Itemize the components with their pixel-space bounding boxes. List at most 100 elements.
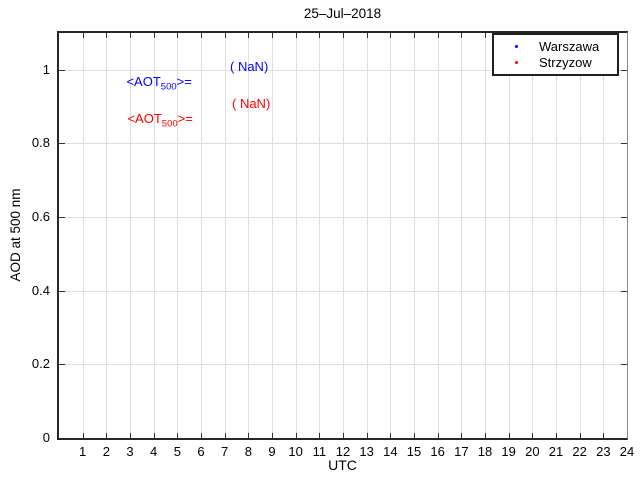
x-tick-mark [319, 433, 320, 438]
x-tick-label: 11 [312, 444, 327, 459]
v-gridline [531, 33, 533, 438]
x-tick-mark [154, 433, 155, 438]
y-tick-mark [59, 143, 65, 144]
annotation-value: ( NaN) [230, 59, 269, 74]
x-tick-label: 22 [572, 444, 587, 459]
x-tick-mark [177, 433, 178, 438]
x-tick-mark [509, 433, 510, 438]
v-gridline [508, 33, 510, 438]
legend-label-strzyzow: Strzyzow [539, 55, 592, 70]
x-tick-mark [319, 33, 320, 38]
v-gridline [318, 33, 320, 438]
x-tick-mark [201, 33, 202, 38]
y-tick-mark [59, 70, 65, 71]
y-tick-label: 0.6 [31, 209, 50, 225]
x-tick-mark [154, 33, 155, 38]
x-tick-label: 20 [525, 444, 540, 459]
v-gridline [82, 33, 84, 438]
mean-aot-annotation-warszawa: <AOT500>= ( NaN) [112, 59, 268, 119]
x-tick-mark [390, 433, 391, 438]
v-gridline [460, 33, 462, 438]
y-tick-label: 0 [42, 430, 50, 445]
y-tick-label: 0.4 [31, 282, 50, 298]
x-tick-mark [296, 433, 297, 438]
y-tick-mark [621, 291, 627, 292]
v-gridline [247, 33, 249, 438]
h-gridline [59, 290, 627, 292]
y-tick-mark [621, 70, 627, 71]
x-tick-label: 21 [548, 444, 564, 459]
v-gridline [389, 33, 391, 438]
v-gridline [555, 33, 557, 438]
x-axis-label: UTC [328, 457, 357, 473]
x-tick-label: 8 [244, 444, 252, 459]
x-tick-label: 24 [619, 444, 635, 459]
x-tick-mark [390, 33, 391, 38]
v-gridline [602, 33, 604, 438]
x-tick-mark [130, 433, 131, 438]
x-tick-mark [225, 33, 226, 38]
x-tick-label: 23 [596, 444, 611, 459]
x-tick-label: 7 [221, 444, 229, 459]
y-tick-mark [59, 364, 65, 365]
x-tick-mark [83, 33, 84, 38]
h-gridline [59, 363, 627, 365]
v-gridline [342, 33, 344, 438]
chart-title: 25–Jul–2018 [303, 6, 382, 21]
y-tick-mark [621, 217, 627, 218]
v-gridline [271, 33, 273, 438]
x-tick-mark [201, 433, 202, 438]
x-tick-mark [485, 33, 486, 38]
x-tick-mark [272, 33, 273, 38]
y-tick-label: 0.2 [31, 356, 50, 372]
x-tick-mark [556, 433, 557, 438]
x-tick-mark [438, 33, 439, 38]
x-tick-mark [367, 433, 368, 438]
v-gridline [200, 33, 202, 438]
mean-aot-annotation-strzyzow: <AOT500>= ( NaN) [113, 96, 270, 156]
v-gridline [105, 33, 107, 438]
x-tick-mark [367, 33, 368, 38]
y-tick-label: 1 [42, 61, 50, 77]
x-tick-mark [248, 433, 249, 438]
x-tick-label: 3 [126, 444, 134, 459]
h-gridline [59, 216, 627, 218]
v-gridline [295, 33, 297, 438]
x-tick-label: 13 [359, 444, 374, 459]
x-tick-mark [225, 433, 226, 438]
x-tick-mark [296, 33, 297, 38]
v-gridline [437, 33, 439, 438]
x-tick-label: 14 [383, 444, 398, 459]
legend-box: Warszawa Strzyzow [492, 33, 619, 76]
v-gridline [224, 33, 226, 438]
y-axis-label: AOD at 500 nm [8, 188, 23, 282]
x-tick-label: 15 [406, 444, 422, 459]
x-tick-mark [83, 433, 84, 438]
x-tick-label: 16 [430, 444, 445, 459]
legend-marker-warszawa [515, 45, 518, 48]
x-tick-mark [130, 33, 131, 38]
h-gridline [59, 142, 627, 144]
x-tick-mark [177, 33, 178, 38]
v-gridline [484, 33, 486, 438]
x-tick-label: 1 [79, 444, 87, 459]
y-tick-mark [59, 217, 65, 218]
x-tick-label: 9 [268, 444, 276, 459]
y-tick-mark [59, 291, 65, 292]
x-tick-mark [603, 433, 604, 438]
x-tick-label: 17 [454, 444, 469, 459]
legend-label-warszawa: Warszawa [539, 39, 600, 54]
x-tick-label: 12 [335, 444, 351, 459]
v-gridline [579, 33, 581, 438]
v-gridline [176, 33, 178, 438]
x-tick-label: 19 [501, 444, 516, 459]
x-tick-mark [485, 433, 486, 438]
y-tick-mark [621, 364, 627, 365]
v-gridline [153, 33, 155, 438]
x-tick-label: 18 [477, 444, 493, 459]
x-tick-label: 2 [102, 444, 110, 459]
v-gridline [366, 33, 368, 438]
y-tick-mark [621, 143, 627, 144]
x-tick-label: 10 [288, 444, 303, 459]
x-tick-mark [414, 433, 415, 438]
